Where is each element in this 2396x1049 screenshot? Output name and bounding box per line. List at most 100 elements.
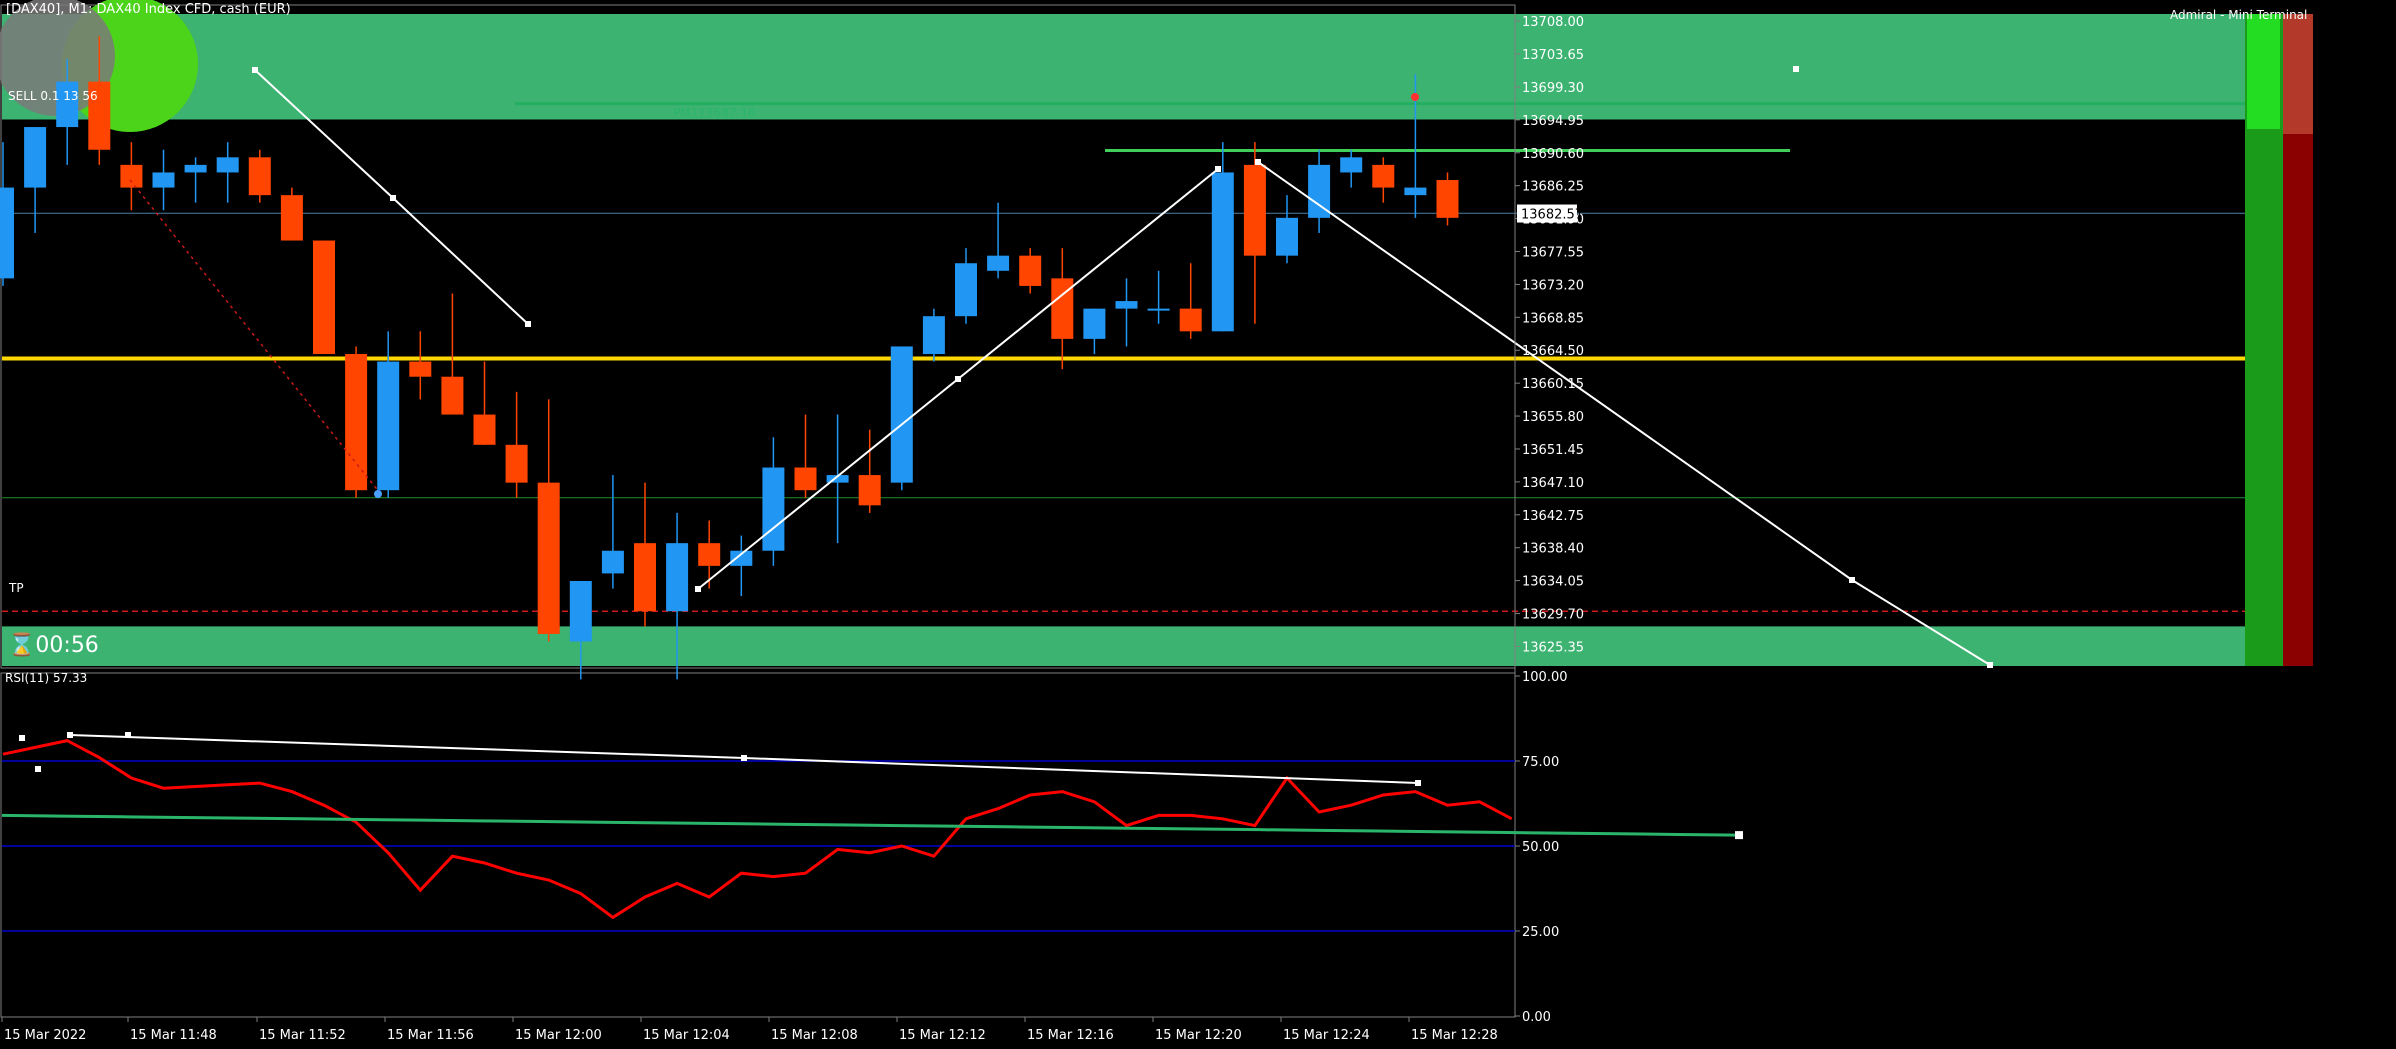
trendline-handle	[1215, 166, 1221, 172]
candle-body	[1404, 187, 1427, 196]
rsi-tick-label: 100.00	[1522, 670, 1568, 685]
candle-body	[601, 550, 624, 574]
trendline-handle	[525, 321, 531, 327]
price-tick-label: 13629.70	[1522, 608, 1584, 623]
candle-body	[922, 316, 945, 355]
candle-body	[1083, 308, 1106, 339]
time-tick-label: 15 Mar 12:28	[1411, 1028, 1498, 1043]
candle-body	[88, 81, 111, 150]
mini-terminal-label[interactable]: Admiral - Mini Terminal	[2170, 8, 2308, 22]
trendline-handle	[1255, 159, 1261, 165]
candle-body	[345, 354, 368, 491]
price-tick-label: 13703.65	[1522, 48, 1584, 63]
rsi-handle	[35, 766, 41, 772]
fill-marker	[374, 490, 382, 498]
candle-body	[505, 444, 528, 483]
rsi-trend-line	[1, 813, 1739, 837]
current-price-box	[1517, 204, 1577, 223]
price-tick-label: 13699.30	[1522, 81, 1584, 96]
position-blob	[0, 0, 115, 116]
supply-zone-upper	[2, 14, 2245, 120]
time-tick-label: 15 Mar 12:16	[1027, 1028, 1114, 1043]
candle-body	[1211, 172, 1234, 332]
candle-body	[56, 81, 79, 128]
chart-title: [DAX40], M1: DAX40 Index CFD, cash (EUR)	[6, 2, 291, 17]
price-tick-label: 13677.55	[1522, 246, 1584, 261]
candle-body	[216, 157, 239, 173]
anchor-marker	[1793, 66, 1799, 72]
candle-body	[313, 240, 335, 355]
candle-body	[1147, 308, 1170, 311]
trendline-handle	[390, 195, 396, 201]
candle-body	[955, 263, 977, 317]
rsi-handle	[1415, 780, 1421, 786]
candle-body	[634, 543, 656, 612]
candle-body	[152, 172, 175, 188]
price-tick-label: 13647.10	[1522, 476, 1584, 491]
time-tick-label: 15 Mar 12:24	[1283, 1028, 1370, 1043]
time-tick-label: 15 Mar 11:52	[259, 1028, 346, 1043]
price-tick-label: 13694.95	[1522, 114, 1584, 129]
candle-body	[698, 543, 721, 566]
price-tick-label: 13686.25	[1522, 180, 1584, 195]
time-tick-label: 15 Mar 2022	[4, 1028, 86, 1043]
candle-body	[441, 376, 464, 415]
time-tick-label: 15 Mar 12:12	[899, 1028, 986, 1043]
order-marker	[1411, 93, 1419, 101]
time-tick-label: 15 Mar 12:20	[1155, 1028, 1242, 1043]
demand-zone-lower	[2, 626, 2245, 666]
sell-volume-bar-top	[2283, 14, 2313, 134]
trendline-handle	[695, 586, 701, 592]
candle-body	[987, 255, 1010, 271]
candle-body	[1179, 308, 1202, 332]
candle-body	[24, 127, 47, 188]
rsi-tick-label: 0.00	[1522, 1010, 1551, 1025]
target-label: PM113687.16	[673, 106, 756, 120]
price-tick-label: 13651.45	[1522, 443, 1584, 458]
time-tick-label: 15 Mar 11:56	[387, 1028, 474, 1043]
candle-body	[1372, 164, 1395, 188]
candle-body	[569, 580, 592, 642]
tp-label: TP	[9, 581, 24, 595]
price-tick-label: 13673.20	[1522, 278, 1584, 293]
candle-body	[1436, 180, 1459, 218]
trendline-handle	[955, 376, 961, 382]
price-tick-label: 13690.60	[1522, 147, 1584, 162]
candle-body	[0, 187, 14, 279]
rsi-tick-label: 25.00	[1522, 925, 1559, 940]
rsi-tick-label: 50.00	[1522, 840, 1559, 855]
candle-body	[473, 414, 496, 445]
price-tick-label: 13638.40	[1522, 542, 1584, 557]
candle-body	[1340, 157, 1363, 173]
candle-body	[890, 346, 913, 483]
trendline-handle	[1987, 662, 1993, 668]
trendline-handle	[252, 67, 258, 73]
rsi-panel-frame	[0, 672, 1516, 1018]
price-tick-label: 13642.75	[1522, 509, 1584, 524]
candle-body	[1308, 164, 1331, 218]
rsi-line	[2, 739, 1513, 920]
rsi-tick-label: 75.00	[1522, 755, 1559, 770]
candle-body	[248, 157, 271, 196]
candle-body	[666, 543, 689, 612]
candle-body	[1276, 217, 1298, 256]
rsi-handle	[125, 732, 131, 738]
rsi-trend-handle	[1735, 831, 1743, 840]
buy-volume-bar-top	[2247, 14, 2280, 129]
candle-body	[1115, 301, 1138, 309]
price-tick-label: 13625.35	[1522, 640, 1584, 655]
candle-body	[794, 467, 817, 491]
candle-body	[1051, 278, 1074, 339]
candle-body	[184, 164, 207, 173]
trade-label: SELL 0.1 13 56	[8, 89, 98, 103]
candle-body	[537, 482, 560, 634]
price-tick-label: 13660.15	[1522, 377, 1584, 392]
time-tick-label: 15 Mar 12:04	[643, 1028, 730, 1043]
rsi-handle	[741, 755, 747, 761]
candle-body	[762, 467, 785, 551]
candle-timer-value: 00:56	[35, 633, 99, 658]
price-tick-label: 13664.50	[1522, 344, 1584, 359]
candle-body	[730, 550, 753, 566]
